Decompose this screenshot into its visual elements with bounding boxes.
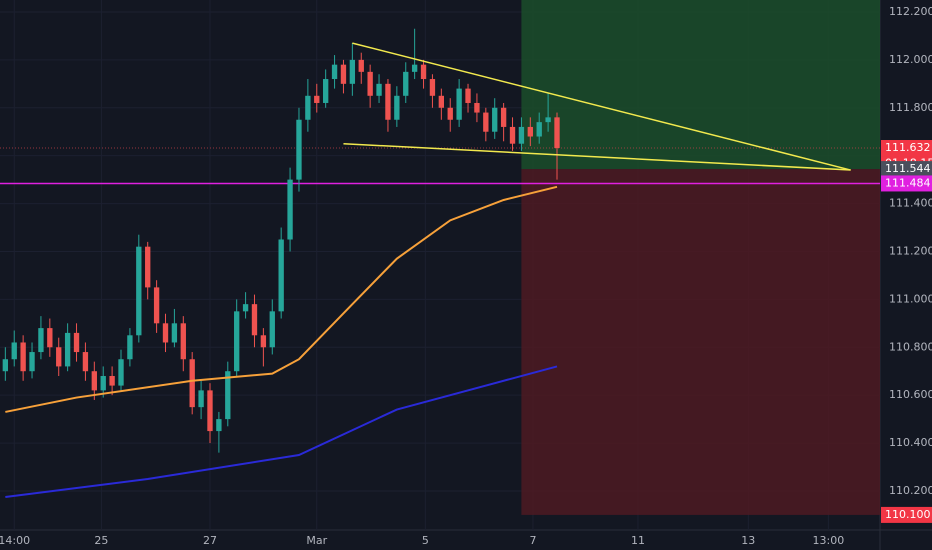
candle-body — [376, 83, 382, 96]
price-badge — [881, 175, 932, 192]
candle-body — [82, 352, 89, 372]
price-badge — [881, 506, 932, 523]
price-badge-label: 111.544 — [885, 162, 931, 175]
candle-body — [438, 95, 445, 108]
candle-body — [207, 390, 213, 432]
x-tick-label: 13 — [741, 534, 755, 547]
candle-body — [127, 335, 133, 360]
candle-body — [29, 352, 35, 372]
candle-body — [198, 390, 204, 408]
candle-body — [474, 102, 480, 113]
x-tick-label: 7 — [529, 534, 536, 547]
candle-body — [180, 323, 186, 360]
candle-body — [358, 59, 364, 72]
price-badge — [881, 161, 932, 178]
x-tick-label: 14:00 — [0, 534, 30, 547]
candle-body — [189, 359, 195, 408]
candle-body — [500, 107, 507, 127]
candle-body — [483, 112, 489, 132]
y-tick-label: 111.800 — [889, 101, 932, 114]
candle-body — [411, 64, 418, 72]
candle-body — [322, 79, 329, 103]
candle-body — [331, 64, 338, 80]
candle-body — [429, 79, 436, 96]
candle-body — [100, 376, 106, 391]
candle-body — [118, 359, 124, 386]
candle-body — [2, 359, 9, 372]
candle-body — [545, 117, 551, 123]
candle-body — [349, 59, 356, 84]
price-badge — [881, 140, 932, 157]
profit-zone — [521, 0, 880, 170]
candle-body — [420, 64, 427, 80]
candle-body — [162, 323, 169, 343]
price-badge-label: 111.484 — [885, 176, 931, 189]
candle-body — [260, 335, 267, 348]
candle-body — [64, 332, 71, 367]
candle-body — [251, 304, 258, 336]
candle-body — [340, 64, 347, 84]
x-tick-label: 11 — [631, 534, 645, 547]
candle-body — [234, 311, 240, 372]
trendline — [343, 142, 851, 171]
candle-body — [145, 246, 151, 288]
y-tick-label: 110.400 — [889, 436, 932, 449]
price-badge-label: 111.632 — [885, 141, 931, 154]
candle-body — [136, 246, 142, 336]
moving-average — [5, 365, 558, 498]
candle-body — [527, 126, 533, 137]
x-tick-label: 5 — [422, 534, 429, 547]
y-tick-label: 110.600 — [889, 388, 932, 401]
candle-body — [518, 126, 525, 144]
x-tick-label: 27 — [203, 534, 217, 547]
y-tick-label: 110.200 — [889, 484, 932, 497]
candle-body — [385, 83, 391, 120]
candle-body — [509, 126, 516, 144]
y-tick-label: 112.000 — [889, 53, 932, 66]
candle-body — [216, 419, 222, 432]
y-tick-label: 110.800 — [889, 340, 932, 353]
y-tick-label: 111.200 — [889, 244, 932, 257]
candle-body — [287, 179, 293, 240]
y-tick-label: 112.200 — [889, 5, 932, 18]
candle-body — [38, 328, 44, 353]
candle-body — [171, 323, 178, 343]
candle-body — [465, 88, 471, 103]
candle-body — [447, 107, 453, 120]
candle-body — [91, 371, 97, 391]
moving-average — [5, 185, 558, 413]
candle-body — [554, 117, 560, 149]
candle-body — [305, 95, 311, 120]
candle-body — [242, 304, 249, 312]
candle-body — [394, 95, 400, 120]
candle-body — [492, 107, 498, 132]
candle-body — [153, 287, 160, 324]
candle-body — [536, 122, 542, 137]
candle-body — [367, 71, 373, 96]
candle-body — [11, 342, 17, 360]
candle-body — [20, 342, 26, 372]
candle-body — [225, 371, 231, 420]
candle-body — [456, 88, 462, 120]
x-tick-label: 13:00 — [813, 534, 845, 547]
candle-body — [296, 119, 302, 180]
candle-body — [278, 239, 284, 312]
candle-body — [109, 376, 115, 386]
candle-body — [73, 332, 80, 353]
price-badge-label: 110.100 — [885, 508, 931, 521]
x-tick-label: 25 — [94, 534, 108, 547]
candle-body — [269, 311, 275, 348]
candle-body — [314, 95, 320, 103]
candle-body — [47, 328, 53, 348]
candle-body — [56, 347, 62, 367]
y-tick-label: 111.400 — [889, 197, 932, 210]
x-tick-label: Mar — [306, 534, 327, 547]
y-tick-label: 111.000 — [889, 292, 932, 305]
loss-zone — [521, 169, 880, 515]
trendline — [352, 42, 851, 171]
candle-body — [403, 71, 409, 96]
